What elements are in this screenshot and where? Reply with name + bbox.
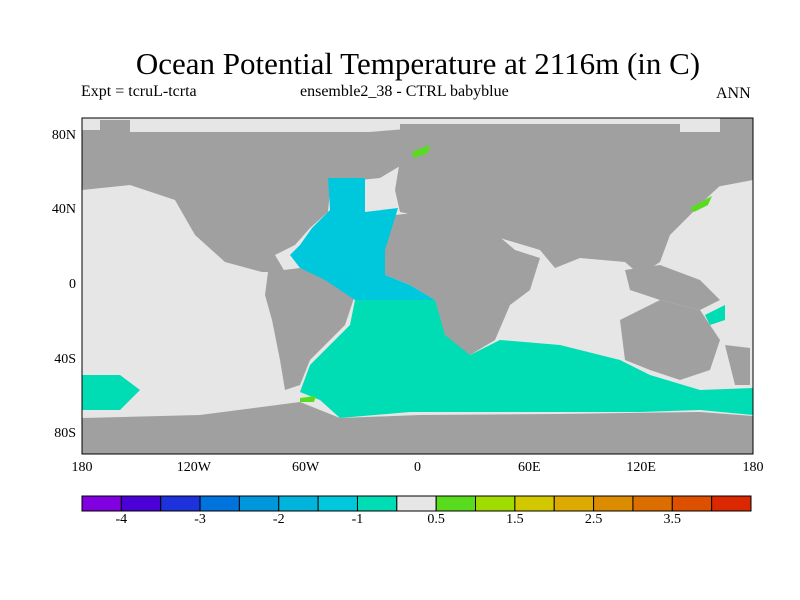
colorbar-box [711,495,752,512]
experiment-label: Expt = tcruL-tcrta [81,83,197,100]
greenland [330,128,420,180]
ensemble-label: ensemble2_38 - CTRL babyblue [300,83,509,100]
colorbar-box [81,495,122,512]
africa [385,210,540,355]
colorbar-box [160,495,201,512]
lon-label: 180 [71,460,93,475]
south-atlantic-anomaly [300,300,753,418]
colorbar-box [514,495,555,512]
colorbar-box [593,495,634,512]
positive-anomaly-drake [300,396,316,402]
lat-label: 80S [54,426,76,442]
lon-label: 180 [742,460,764,475]
lat-label: 80N [51,127,76,143]
colorbar-box [199,495,240,512]
eurasia [395,128,753,275]
positive-anomaly-arctic [412,145,430,158]
colorbar-box [671,495,713,512]
colorbar-label: -1 [351,512,364,527]
colorbar-label: 3.5 [663,512,682,527]
colorbar-box [396,495,437,512]
colorbar-box [553,495,595,512]
colorbar-box [435,495,477,512]
colorbar-label: -3 [194,512,206,527]
south-america [265,268,355,390]
lat-label: 40S [54,351,76,367]
lon-label: 120E [626,460,656,475]
season-label: ANN [716,85,751,102]
colorbar-label: 2.5 [584,512,603,527]
lat-label: 0 [69,277,76,292]
lon-label: 120W [176,460,211,475]
maritime-continent [625,265,720,310]
tasman-anomaly [705,305,725,325]
lat-label: 40N [51,202,76,218]
colorbar-box [238,495,280,512]
colorbar-label: 0.5 [427,512,445,527]
colorbar-box [632,495,673,512]
positive-anomaly-kuril [690,196,712,212]
colorbar-box [278,495,319,512]
colorbar-label: -2 [272,512,285,527]
colorbar-box [317,495,358,512]
colorbar-box [475,495,516,512]
colorbar-box [356,495,398,512]
map-frame [81,117,754,455]
north-america [82,132,360,272]
australia [620,300,720,380]
new-zealand [725,345,750,385]
atlantic-anomaly [290,178,435,310]
lon-label: 0 [414,460,421,475]
colorbar [81,495,752,512]
lon-label: 60E [518,460,541,475]
colorbar-label: -4 [115,512,128,527]
south-pacific-anomaly [82,375,140,410]
colorbar-label: 1.5 [506,512,524,527]
antarctica [82,402,753,454]
lon-label: 60W [292,460,320,475]
plot-title: Ocean Potential Temperature at 2116m (in… [135,46,701,81]
colorbar-box [120,495,162,512]
